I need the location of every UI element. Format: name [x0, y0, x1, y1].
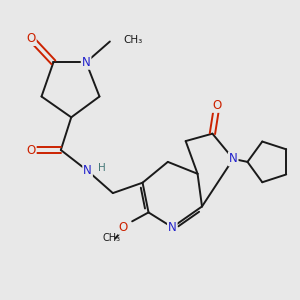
Text: H: H: [98, 163, 106, 173]
Text: O: O: [26, 143, 36, 157]
Text: CH₃: CH₃: [102, 233, 120, 243]
Text: O: O: [26, 32, 36, 45]
Text: N: N: [229, 152, 238, 165]
Text: N: N: [168, 221, 177, 234]
Text: N: N: [83, 164, 92, 177]
Text: N: N: [82, 56, 91, 69]
Text: O: O: [118, 221, 128, 234]
Text: CH₃: CH₃: [123, 35, 142, 45]
Text: O: O: [212, 99, 221, 112]
